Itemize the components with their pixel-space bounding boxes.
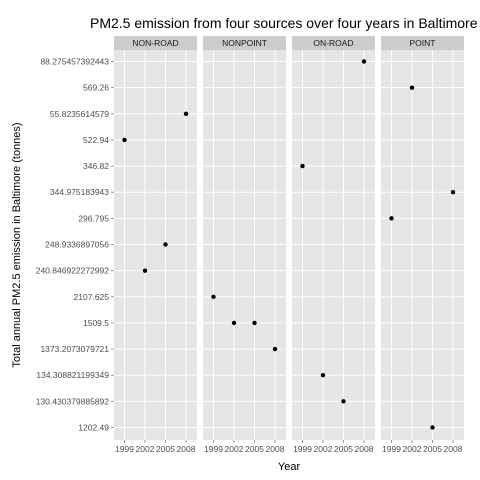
y-tick-label: 1509.5 xyxy=(83,318,109,328)
facet-label: ON-ROAD xyxy=(313,38,353,48)
y-tick-label: 1202.49 xyxy=(78,423,109,433)
facet-strip xyxy=(114,36,197,50)
y-tick-label: 522.94 xyxy=(83,135,109,145)
facet-label: NON-ROAD xyxy=(132,38,178,48)
data-point xyxy=(142,268,148,273)
x-tick-label: 1999 xyxy=(293,444,312,454)
data-point xyxy=(450,190,456,195)
data-point xyxy=(211,294,216,299)
facet-strip xyxy=(381,36,464,50)
facet-label: NONPOINT xyxy=(222,38,267,48)
data-point xyxy=(300,163,305,169)
chart-title: PM2.5 emission from four sources over fo… xyxy=(90,15,478,31)
data-point xyxy=(361,59,367,64)
x-tick-label: 2008 xyxy=(266,444,285,454)
x-tick-label: 2002 xyxy=(314,444,333,454)
y-tick-label: 569.26 xyxy=(83,83,109,93)
data-point xyxy=(341,399,346,404)
y-tick-label: 344.975183943 xyxy=(50,187,109,197)
facet-strip xyxy=(292,36,375,50)
y-tick-label: 2107.625 xyxy=(74,292,110,302)
y-tick-label: 240.846922272992 xyxy=(36,266,110,276)
data-point xyxy=(409,85,415,90)
y-tick-label: 130.430379885892 xyxy=(36,396,110,406)
y-tick-label: 346.82 xyxy=(83,161,109,171)
x-tick-label: 2008 xyxy=(444,444,463,454)
x-tick-label: 1999 xyxy=(115,444,134,454)
y-tick-label: 134.308821199349 xyxy=(36,370,109,380)
y-tick-label: 296.795 xyxy=(78,213,109,223)
y-axis-title: Total annual PM2.5 emission in Baltimore… xyxy=(11,122,23,367)
data-point xyxy=(430,425,435,430)
x-tick-label: 2005 xyxy=(423,444,442,454)
data-point xyxy=(272,346,278,352)
data-point xyxy=(231,320,237,326)
x-tick-label: 2002 xyxy=(136,444,155,454)
facet-label: POINT xyxy=(410,38,436,48)
data-point xyxy=(320,373,326,378)
x-tick-label: 2005 xyxy=(334,444,353,454)
x-tick-label: 2005 xyxy=(156,444,175,454)
x-tick-label: 2002 xyxy=(225,444,244,454)
x-tick-label: 2005 xyxy=(245,444,264,454)
facet-strip xyxy=(203,36,286,50)
data-point xyxy=(122,137,127,143)
x-tick-label: 2002 xyxy=(403,444,422,454)
x-tick-label: 2008 xyxy=(355,444,374,454)
data-point xyxy=(389,216,394,221)
y-tick-label: 55.8235614579 xyxy=(50,109,109,119)
x-tick-label: 1999 xyxy=(382,444,401,454)
y-tick-label: 1373.2073079721 xyxy=(40,344,109,354)
data-point xyxy=(252,320,257,326)
x-tick-label: 2008 xyxy=(177,444,196,454)
x-axis-title: Year xyxy=(278,461,301,473)
data-point xyxy=(183,111,189,116)
y-tick-label: 88.275457392443 xyxy=(40,57,109,67)
x-tick-label: 1999 xyxy=(204,444,223,454)
y-tick-label: 248.9336897056 xyxy=(45,240,109,250)
data-point xyxy=(163,242,168,247)
